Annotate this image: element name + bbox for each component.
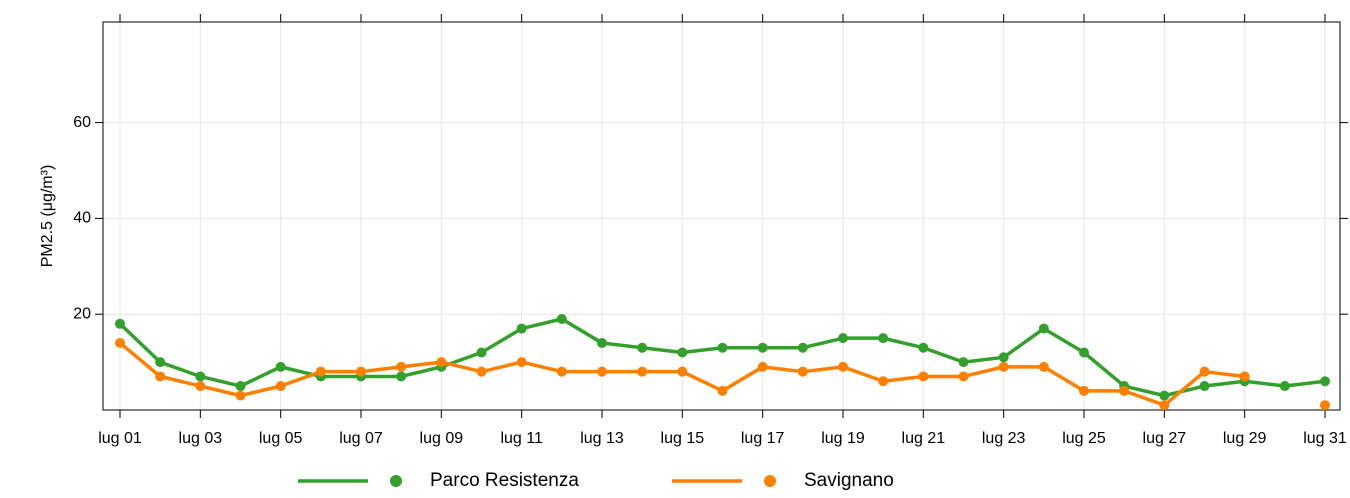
x-tick-label: lug 03 bbox=[179, 430, 223, 447]
series-line bbox=[118, 317, 1326, 398]
data-point bbox=[677, 366, 688, 377]
data-point bbox=[838, 333, 848, 344]
legend-marker bbox=[390, 475, 402, 487]
data-point bbox=[717, 385, 728, 396]
x-tick-label: lug 05 bbox=[259, 430, 303, 447]
data-point bbox=[918, 342, 929, 353]
data-point bbox=[396, 371, 407, 382]
data-point bbox=[396, 361, 407, 372]
data-point bbox=[597, 366, 607, 377]
data-point bbox=[235, 390, 246, 401]
data-point bbox=[1199, 381, 1210, 392]
data-point bbox=[878, 376, 889, 387]
data-point bbox=[476, 347, 487, 358]
data-point bbox=[436, 357, 447, 368]
legend-label: Parco Resistenza bbox=[430, 470, 579, 491]
data-point bbox=[677, 347, 688, 358]
data-point bbox=[195, 381, 206, 392]
legend-marker bbox=[764, 475, 776, 487]
data-point bbox=[315, 366, 326, 377]
data-point bbox=[155, 371, 166, 382]
x-tick-label: lug 31 bbox=[1303, 430, 1347, 447]
data-point bbox=[275, 381, 286, 392]
x-tick-label: lug 07 bbox=[339, 430, 383, 447]
x-tick-label: lug 13 bbox=[580, 430, 624, 447]
y-tick-label: 60 bbox=[73, 114, 91, 131]
data-point bbox=[115, 337, 125, 348]
plot-frame bbox=[102, 21, 1341, 411]
data-point bbox=[235, 381, 246, 392]
data-point bbox=[1038, 361, 1049, 372]
x-tick-label: lug 15 bbox=[661, 430, 705, 447]
data-point bbox=[476, 366, 487, 377]
data-point bbox=[1038, 323, 1049, 334]
data-point bbox=[998, 361, 1009, 372]
data-point bbox=[1279, 381, 1290, 392]
legend-label: Savignano bbox=[804, 470, 894, 491]
data-point bbox=[918, 371, 929, 382]
data-point bbox=[838, 361, 848, 372]
data-point bbox=[556, 313, 567, 324]
data-point bbox=[516, 357, 527, 368]
y-axis-label: PM2.5 (μg/m³) bbox=[39, 165, 56, 268]
data-point bbox=[195, 371, 206, 382]
data-point bbox=[556, 366, 567, 377]
data-point bbox=[998, 352, 1009, 363]
data-point bbox=[1320, 376, 1330, 387]
data-point bbox=[637, 342, 648, 353]
x-tick-label: lug 27 bbox=[1143, 430, 1187, 447]
x-tick-label: lug 29 bbox=[1223, 430, 1267, 447]
data-point bbox=[1079, 347, 1089, 358]
data-point bbox=[797, 366, 808, 377]
y-tick-label: 20 bbox=[73, 305, 91, 322]
x-tick-label: lug 01 bbox=[98, 430, 142, 447]
data-point bbox=[878, 333, 889, 344]
data-point bbox=[757, 342, 768, 353]
data-point bbox=[356, 366, 366, 377]
data-point bbox=[1320, 400, 1330, 411]
data-point bbox=[1199, 366, 1210, 377]
data-point bbox=[1119, 385, 1130, 396]
data-point bbox=[958, 371, 969, 382]
y-tick-label: 40 bbox=[73, 210, 91, 227]
x-tick-label: lug 21 bbox=[902, 430, 946, 447]
x-tick-label: lug 23 bbox=[982, 430, 1026, 447]
data-point bbox=[597, 337, 607, 348]
data-point bbox=[1079, 385, 1089, 396]
data-point bbox=[797, 342, 808, 353]
x-tick-label: lug 19 bbox=[821, 430, 865, 447]
data-point bbox=[757, 361, 768, 372]
x-tick-label: lug 11 bbox=[500, 430, 543, 447]
data-point bbox=[1159, 390, 1170, 401]
x-tick-label: lug 09 bbox=[420, 430, 464, 447]
data-point bbox=[275, 361, 286, 372]
data-point bbox=[1159, 400, 1170, 411]
data-point bbox=[115, 318, 125, 329]
data-point bbox=[717, 342, 728, 353]
data-point bbox=[958, 357, 969, 368]
data-point bbox=[1239, 371, 1250, 382]
data-point bbox=[637, 366, 648, 377]
x-tick-label: lug 17 bbox=[741, 430, 785, 447]
x-tick-label: lug 25 bbox=[1062, 430, 1106, 447]
data-point bbox=[516, 323, 527, 334]
data-point bbox=[155, 357, 166, 368]
